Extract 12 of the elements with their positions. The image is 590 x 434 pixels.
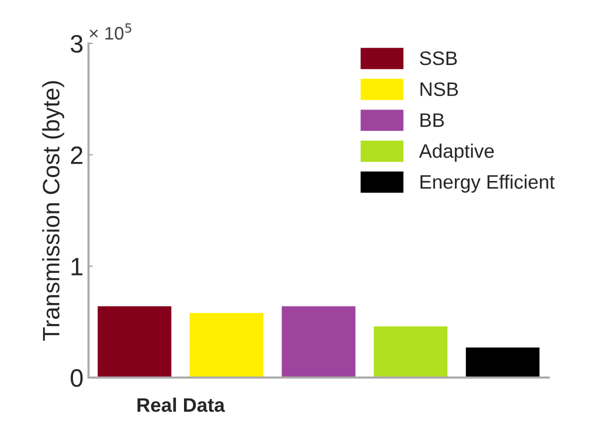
x-axis-title: Real Data [138, 398, 225, 412]
y-tick-label: 2 [70, 146, 82, 164]
legend-label: BB [420, 113, 444, 127]
y-tick-label: 0 [70, 369, 83, 387]
y-tick-label: 3 [70, 35, 83, 53]
legend-label: SSB [420, 51, 457, 66]
legend-label: NSB [420, 82, 458, 96]
legend-label: Adaptive [419, 144, 494, 162]
text: × 10$^{5}$ [90, 23, 132, 40]
legend-label: Energy Efficient [420, 174, 555, 193]
y-tick-label: 1 [72, 258, 82, 276]
y-axis-title: Transmission Cost (byte) [42, 81, 64, 341]
